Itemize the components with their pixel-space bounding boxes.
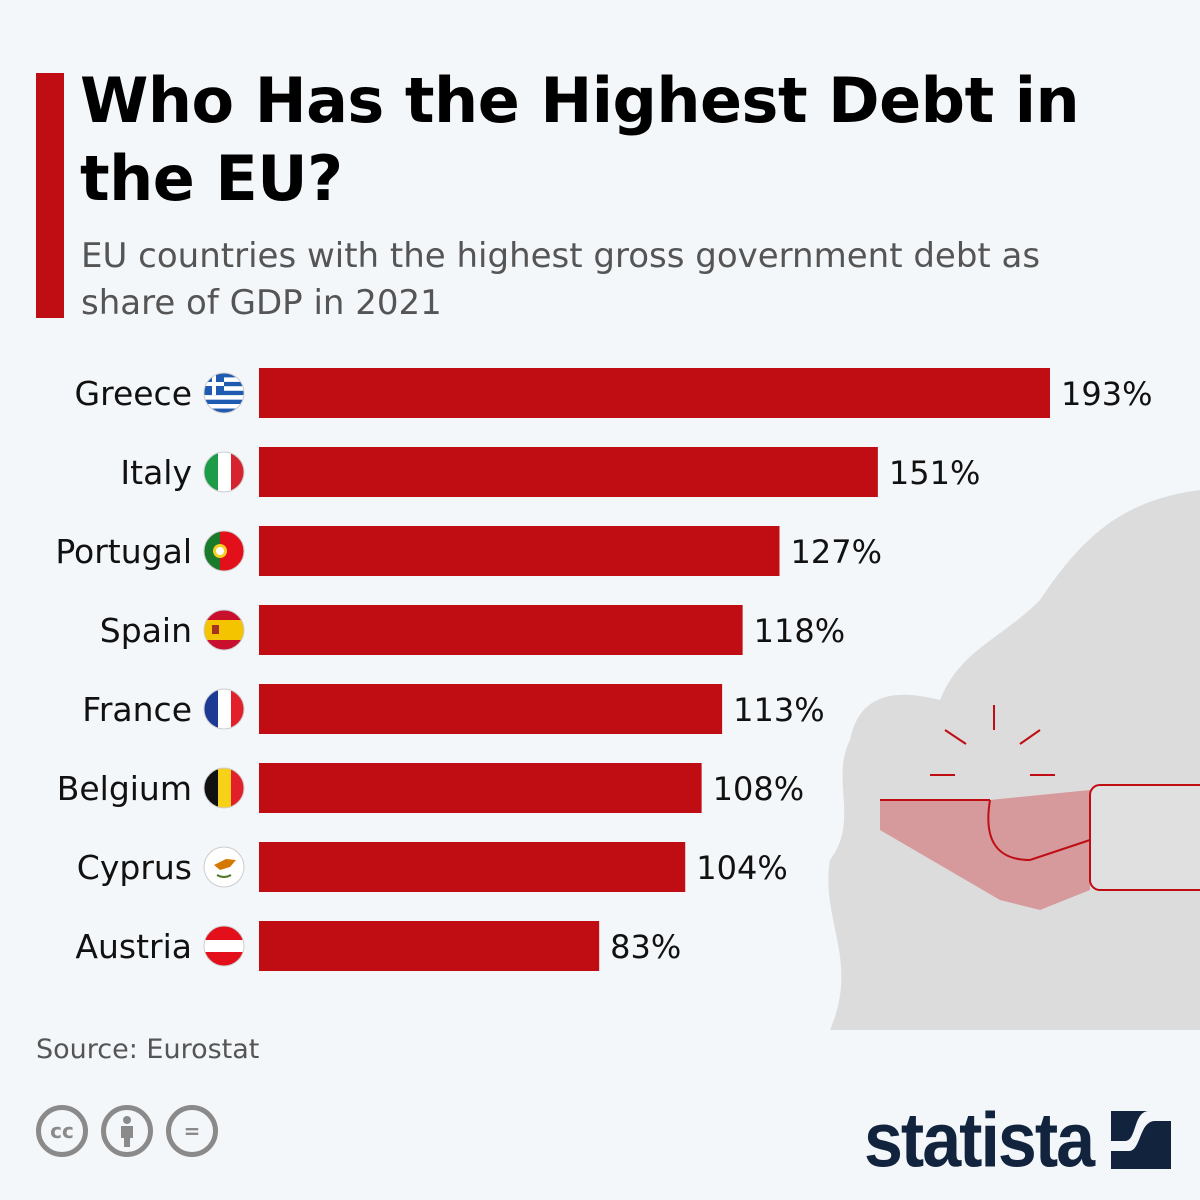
cc-icon: cc — [36, 1105, 88, 1157]
value-label: 193% — [1061, 375, 1152, 413]
bar-austria — [259, 921, 600, 971]
flag-border — [203, 846, 245, 888]
bar-portugal — [259, 526, 780, 576]
france-flag-icon — [204, 689, 244, 729]
title-accent-bar — [36, 73, 64, 318]
category-label: France — [82, 690, 192, 729]
attribution-icon — [101, 1105, 153, 1157]
source-note: Source: Eurostat — [36, 1034, 260, 1065]
category-label: Italy — [120, 453, 192, 492]
category-label: Cyprus — [77, 848, 192, 887]
category-label: Spain — [100, 611, 192, 650]
bar-chart: Greece 193% Italy 151% Portugal 127% Spain 118%… — [55, 368, 1152, 971]
statista-logo-icon — [1111, 1111, 1172, 1169]
bar-spain — [259, 605, 743, 655]
value-label: 83% — [610, 928, 681, 966]
flag-border — [203, 767, 245, 809]
flag-border — [203, 530, 245, 572]
bar-france — [259, 684, 723, 734]
statista-logo[interactable]: statista — [864, 1097, 1172, 1183]
bar-italy — [259, 447, 878, 497]
logo-text: statista — [864, 1097, 1095, 1183]
italy-flag-icon — [204, 452, 244, 492]
value-label: 118% — [754, 612, 845, 650]
flag-border — [203, 925, 245, 967]
value-label: 104% — [696, 849, 787, 887]
category-label: Belgium — [57, 769, 192, 808]
category-label: Austria — [75, 927, 192, 966]
flag-border — [203, 609, 245, 651]
bar-cyprus — [259, 842, 686, 892]
spain-flag-icon — [204, 610, 244, 650]
cyprus-flag-icon — [204, 847, 244, 887]
flag-border — [203, 372, 245, 414]
austria-flag-icon — [204, 926, 244, 966]
license-icons: cc = — [36, 1105, 218, 1157]
value-label: 108% — [713, 770, 804, 808]
flag-border — [203, 451, 245, 493]
bar-belgium — [259, 763, 702, 813]
chart-subtitle: EU countries with the highest gross gove… — [81, 236, 1041, 323]
belgium-flag-icon — [204, 768, 244, 808]
flag-border — [203, 688, 245, 730]
category-label: Greece — [75, 374, 192, 413]
bar-greece — [259, 368, 1050, 418]
category-label: Portugal — [55, 532, 192, 571]
value-label: 151% — [889, 454, 980, 492]
value-label: 113% — [733, 691, 824, 729]
no-derivatives-icon: = — [166, 1105, 218, 1157]
chart-title: Who Has the Highest Debt in the EU? — [80, 64, 1080, 215]
greece-flag-icon — [204, 373, 244, 413]
value-label: 127% — [791, 533, 882, 571]
